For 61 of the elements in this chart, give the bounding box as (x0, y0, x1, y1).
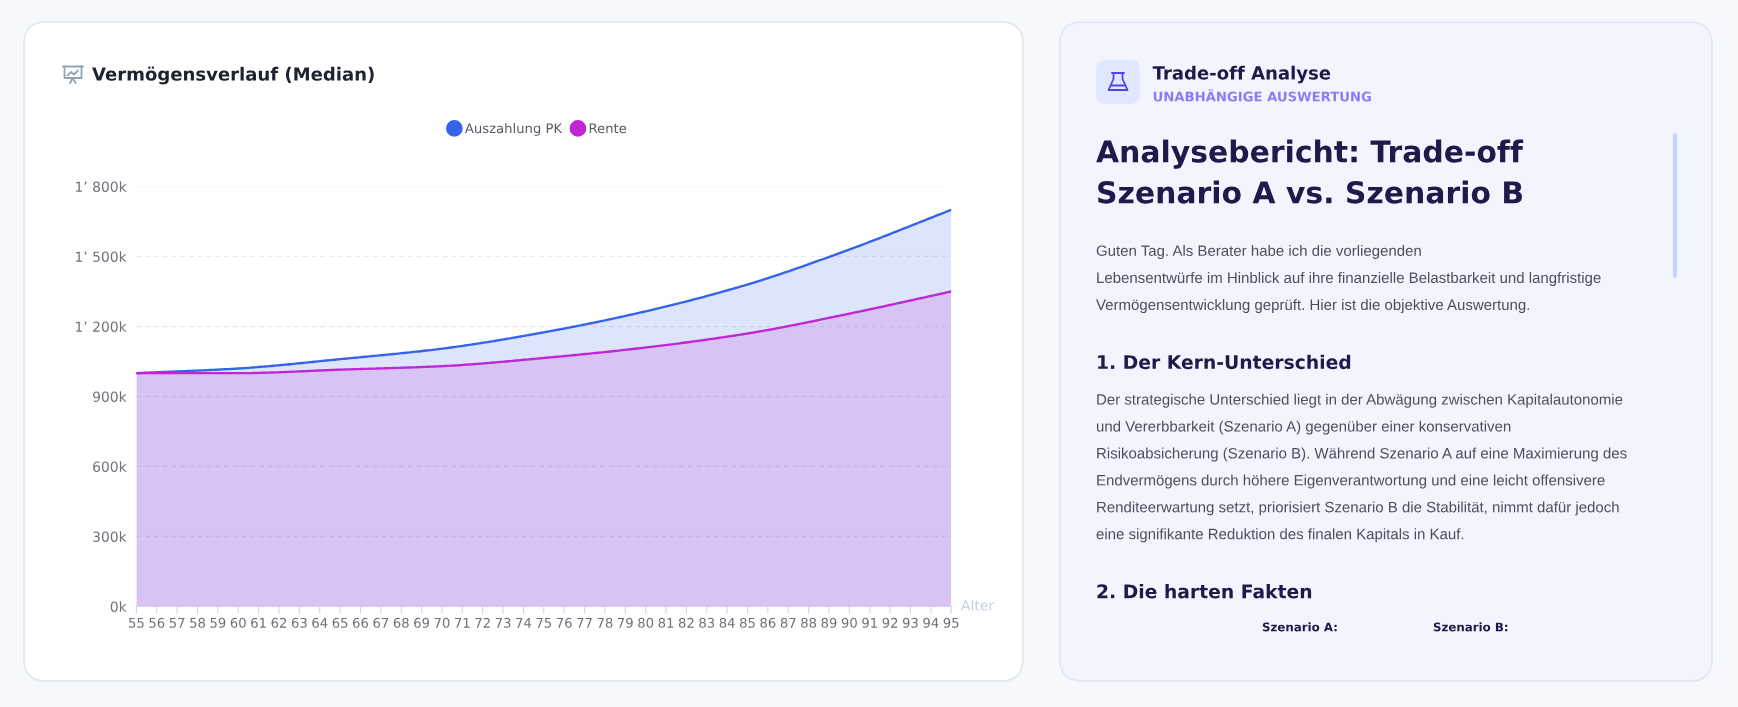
x-tick-label: 69 (414, 617, 430, 628)
x-tick-label: 81 (658, 617, 674, 628)
x-tick-label: 85 (740, 617, 755, 628)
y-tick-label: 600k (93, 461, 127, 472)
x-tick-label: 87 (780, 617, 796, 628)
x-tick-label: 88 (801, 617, 817, 628)
y-tick-label: 300k (93, 531, 127, 542)
x-tick-label: 80 (638, 617, 654, 628)
x-tick-label: 75 (536, 618, 552, 628)
x-tick-label: 74 (516, 618, 532, 628)
x-tick-label: 79 (617, 617, 633, 628)
x-tick-label: 60 (230, 617, 246, 628)
x-tick-label: 94 (923, 617, 939, 628)
text: UNABHÄNGIGE AUSWERTUNG (1153, 89, 1371, 102)
y-tick-label: 0k (110, 601, 127, 612)
x-tick-label: 63 (291, 617, 307, 628)
x-tick-label: 59 (210, 617, 226, 628)
x-tick-label: 66 (353, 617, 369, 628)
x-tick-label: 91 (862, 617, 877, 628)
x-tick-label: 65 (332, 617, 348, 628)
x-tick-label: 84 (719, 617, 735, 628)
legend-label: Auszahlung PK (464, 123, 563, 136)
x-tick-label: 90 (841, 617, 857, 628)
x-tick-label: 83 (699, 617, 715, 628)
x-tick-label: 95 (943, 617, 959, 628)
text: Der strategische Unterschied liegt in der Abwägung zwischen Kapitalautonomie und Vererbbarkeit (Szenario A) gegenüber einer konservativen Risikoabsicherung (Szenario B). Während Szenario A auf eine Maximierung des Endvermögens durch höhere Eigenverantwortung und eine leicht offensivere Renditeerwartung setzt, priorisiert Szenario B die Stabilität, nimmt dafür jedoch eine signifikante Reduktion des finalen Kapitals in Kauf. (1096, 393, 1627, 543)
text: 1. Der Kern-Unterschied (1098, 354, 1351, 370)
x-tick-label: 56 (149, 617, 165, 628)
x-tick-label: 71 (455, 618, 470, 628)
text: Szenario A: (1262, 622, 1337, 632)
legend-label: Rente (589, 123, 627, 134)
y-tick-label: 1’ 500k (75, 251, 127, 262)
text: Guten Tag. Als Berater habe ich die vorliegenden Lebensentwürfe im Hinblick auf ihre finanzielle Belastbarkeit und langfristige Vermögensentwicklung geprüft. Hier ist die objektive Auswertung. (1096, 244, 1601, 314)
text: Szenario B: (1433, 622, 1508, 632)
x-tick-label: 78 (597, 617, 613, 628)
x-tick-label: 67 (373, 617, 389, 628)
text: Analysebericht: Trade-off Szenario A vs. Szenario B (1096, 139, 1524, 204)
x-tick-label: 93 (902, 617, 918, 628)
text: 2. Die harten Fakten (1097, 583, 1312, 599)
x-tick-label: 55 (129, 618, 144, 628)
x-tick-label: 62 (271, 617, 287, 628)
text: Trade-off Analyse (1152, 65, 1331, 84)
x-tick-label: 70 (434, 617, 450, 628)
x-tick-label: 82 (678, 617, 694, 628)
x-tick-label: 72 (475, 617, 490, 628)
x-tick-label: 86 (760, 617, 776, 628)
y-tick-label: 1’ 800k (75, 181, 127, 192)
x-tick-label: 73 (495, 617, 511, 628)
x-axis-title: Alter (961, 599, 995, 611)
y-tick-label: 900k (93, 391, 127, 402)
x-tick-label: 77 (577, 618, 592, 628)
x-tick-label: 68 (393, 617, 409, 628)
x-tick-label: 61 (251, 617, 266, 628)
x-tick-label: 58 (190, 617, 205, 628)
x-tick-label: 57 (169, 618, 185, 628)
x-tick-label: 92 (882, 617, 898, 628)
x-tick-label: 89 (821, 617, 837, 628)
y-tick-label: 1’ 200k (75, 321, 127, 332)
chart-title: Vermögensverlauf (Median) (92, 66, 374, 85)
x-tick-label: 76 (556, 617, 572, 628)
x-tick-label: 64 (312, 617, 328, 628)
